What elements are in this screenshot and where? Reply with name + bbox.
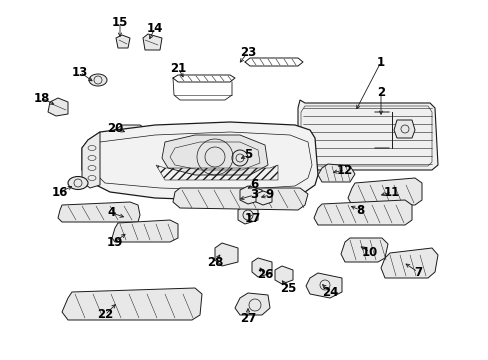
Polygon shape	[62, 288, 202, 320]
Polygon shape	[380, 248, 437, 278]
Text: 20: 20	[107, 122, 123, 135]
Ellipse shape	[68, 176, 88, 189]
Text: 18: 18	[34, 91, 50, 104]
Polygon shape	[82, 122, 317, 200]
Polygon shape	[116, 35, 130, 48]
Text: 26: 26	[256, 269, 273, 282]
Text: 25: 25	[279, 282, 296, 294]
Text: 3: 3	[249, 189, 258, 202]
Text: 23: 23	[240, 45, 256, 58]
Text: 4: 4	[108, 207, 116, 220]
Polygon shape	[142, 34, 162, 50]
Text: 16: 16	[52, 185, 68, 198]
Text: 14: 14	[146, 22, 163, 35]
Polygon shape	[393, 120, 414, 138]
Text: 12: 12	[336, 163, 352, 176]
Polygon shape	[317, 164, 354, 182]
Polygon shape	[305, 273, 341, 298]
Text: 5: 5	[244, 148, 252, 162]
Polygon shape	[256, 191, 271, 205]
Polygon shape	[235, 293, 269, 315]
Text: 11: 11	[383, 185, 399, 198]
Polygon shape	[162, 135, 267, 175]
Ellipse shape	[89, 74, 107, 86]
Text: 28: 28	[206, 256, 223, 269]
Text: 10: 10	[361, 246, 377, 258]
Text: 24: 24	[321, 285, 338, 298]
Text: 6: 6	[249, 179, 258, 192]
Polygon shape	[238, 206, 258, 224]
Polygon shape	[313, 200, 411, 225]
Polygon shape	[274, 266, 292, 284]
Polygon shape	[112, 220, 178, 242]
Polygon shape	[240, 186, 262, 204]
Polygon shape	[215, 243, 238, 266]
Polygon shape	[173, 188, 307, 210]
Text: 1: 1	[376, 55, 384, 68]
Text: 22: 22	[97, 309, 113, 321]
Text: 7: 7	[413, 266, 421, 279]
Polygon shape	[58, 202, 140, 222]
Polygon shape	[340, 238, 387, 262]
Text: 21: 21	[169, 62, 186, 75]
Polygon shape	[82, 132, 100, 188]
Text: 27: 27	[240, 311, 256, 324]
Text: 15: 15	[112, 17, 128, 30]
Polygon shape	[114, 125, 148, 152]
Text: 9: 9	[265, 189, 274, 202]
Polygon shape	[297, 100, 437, 170]
Text: 17: 17	[244, 211, 261, 225]
Polygon shape	[347, 178, 421, 205]
Text: 2: 2	[376, 85, 384, 99]
Polygon shape	[48, 98, 68, 116]
Text: 13: 13	[72, 66, 88, 78]
Text: 19: 19	[106, 235, 123, 248]
Text: 8: 8	[355, 203, 364, 216]
Polygon shape	[251, 258, 271, 277]
